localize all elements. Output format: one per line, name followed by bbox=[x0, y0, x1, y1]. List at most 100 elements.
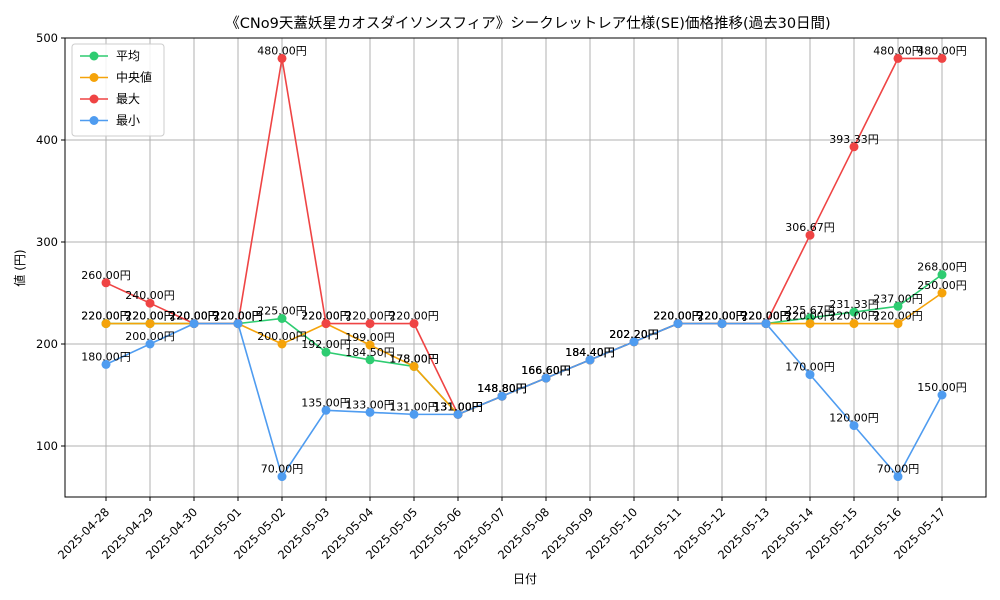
data-label: 220.00円 bbox=[653, 310, 703, 323]
data-label: 184.40円 bbox=[565, 346, 615, 359]
data-label: 268.00円 bbox=[917, 261, 967, 274]
data-point bbox=[761, 319, 771, 329]
data-label: 131.00円 bbox=[433, 400, 483, 413]
data-label: 131.00円 bbox=[433, 400, 483, 413]
data-label: 220.00円 bbox=[213, 310, 263, 323]
data-label: 199.00円 bbox=[345, 331, 395, 344]
legend-entry-label: 最大 bbox=[116, 92, 140, 106]
y-tick-label: 400 bbox=[36, 133, 58, 147]
data-label: 220.00円 bbox=[653, 310, 703, 323]
data-point bbox=[893, 301, 903, 311]
data-labels: 220.00円220.00円220.00円220.00円225.00円192.0… bbox=[81, 44, 967, 475]
data-label: 237.00円 bbox=[873, 292, 923, 305]
data-label: 200.00円 bbox=[257, 330, 307, 343]
data-label: 131.00円 bbox=[433, 400, 483, 413]
data-point bbox=[717, 319, 727, 329]
data-label: 166.60円 bbox=[521, 364, 571, 377]
data-point bbox=[585, 355, 595, 365]
data-label: 220.00円 bbox=[81, 310, 131, 323]
data-point bbox=[365, 355, 375, 365]
data-point bbox=[409, 361, 419, 371]
data-label: 480.00円 bbox=[917, 44, 967, 57]
data-label: 170.00円 bbox=[785, 361, 835, 374]
data-point bbox=[321, 319, 331, 329]
data-point bbox=[629, 337, 639, 347]
legend-entry-label: 平均 bbox=[116, 49, 140, 63]
data-label: 148.80円 bbox=[477, 382, 527, 395]
data-label: 220.00円 bbox=[873, 310, 923, 323]
data-label: 306.67円 bbox=[785, 221, 835, 234]
plot-frame bbox=[64, 37, 987, 498]
data-label: 220.00円 bbox=[389, 310, 439, 323]
data-label: 192.00円 bbox=[301, 338, 351, 351]
data-label: 220.00円 bbox=[697, 310, 747, 323]
data-label: 166.60円 bbox=[521, 364, 571, 377]
data-label: 220.00円 bbox=[785, 310, 835, 323]
data-label: 70.00円 bbox=[877, 463, 920, 476]
data-label: 202.20円 bbox=[609, 328, 659, 341]
data-label: 220.00円 bbox=[741, 310, 791, 323]
data-label: 202.20円 bbox=[609, 328, 659, 341]
data-label: 131.00円 bbox=[433, 400, 483, 413]
data-label: 120.00円 bbox=[829, 412, 879, 425]
data-point bbox=[145, 298, 155, 308]
data-point bbox=[805, 319, 815, 329]
data-label: 131.00円 bbox=[389, 400, 439, 413]
data-label: 184.40円 bbox=[565, 346, 615, 359]
data-point bbox=[849, 421, 859, 431]
data-point bbox=[893, 53, 903, 63]
data-label: 220.00円 bbox=[653, 310, 703, 323]
series-line-4 bbox=[105, 322, 943, 479]
data-point bbox=[321, 347, 331, 357]
data-label: 220.00円 bbox=[81, 310, 131, 323]
data-point bbox=[453, 409, 463, 419]
data-point bbox=[673, 319, 683, 329]
data-label: 480.00円 bbox=[257, 44, 307, 57]
data-label: 225.67円 bbox=[785, 304, 835, 317]
data-label: 220.00円 bbox=[741, 310, 791, 323]
data-label: 220.00円 bbox=[697, 310, 747, 323]
legend-marker bbox=[89, 94, 99, 104]
grid bbox=[65, 37, 986, 497]
data-label: 225.00円 bbox=[257, 305, 307, 318]
data-point bbox=[145, 339, 155, 349]
data-point bbox=[805, 230, 815, 240]
y-tick-label: 500 bbox=[36, 31, 58, 45]
data-point bbox=[101, 359, 111, 369]
data-label: 231.33円 bbox=[829, 298, 879, 311]
data-label: 220.00円 bbox=[741, 310, 791, 323]
data-point bbox=[893, 319, 903, 329]
data-label: 220.00円 bbox=[345, 310, 395, 323]
data-label: 240.00円 bbox=[125, 289, 175, 302]
data-label: 220.00円 bbox=[829, 310, 879, 323]
data-label: 220.00円 bbox=[125, 310, 175, 323]
legend-marker bbox=[89, 73, 99, 82]
data-point bbox=[849, 319, 859, 329]
data-label: 220.00円 bbox=[697, 310, 747, 323]
data-point bbox=[233, 319, 243, 329]
data-point bbox=[849, 307, 859, 317]
data-label: 220.00円 bbox=[741, 310, 791, 323]
data-label: 184.40円 bbox=[565, 346, 615, 359]
data-point bbox=[277, 53, 287, 63]
data-label: 393.33円 bbox=[829, 133, 879, 146]
data-point bbox=[365, 407, 375, 417]
legend-marker bbox=[89, 51, 99, 61]
data-point bbox=[409, 409, 419, 419]
legend-entry-label: 中央値 bbox=[116, 70, 152, 85]
legend-box bbox=[71, 43, 165, 137]
data-label: 148.80円 bbox=[477, 382, 527, 395]
data-label: 220.00円 bbox=[697, 310, 747, 323]
data-label: 220.00円 bbox=[213, 310, 263, 323]
data-point bbox=[937, 390, 947, 400]
data-point bbox=[321, 405, 331, 415]
data-point bbox=[365, 340, 375, 350]
data-label: 250.00円 bbox=[917, 279, 967, 292]
data-label: 220.00円 bbox=[169, 310, 219, 323]
data-label: 220.00円 bbox=[169, 310, 219, 323]
data-label: 178.00円 bbox=[389, 352, 439, 365]
legend-entry-label: 最小 bbox=[116, 114, 140, 128]
